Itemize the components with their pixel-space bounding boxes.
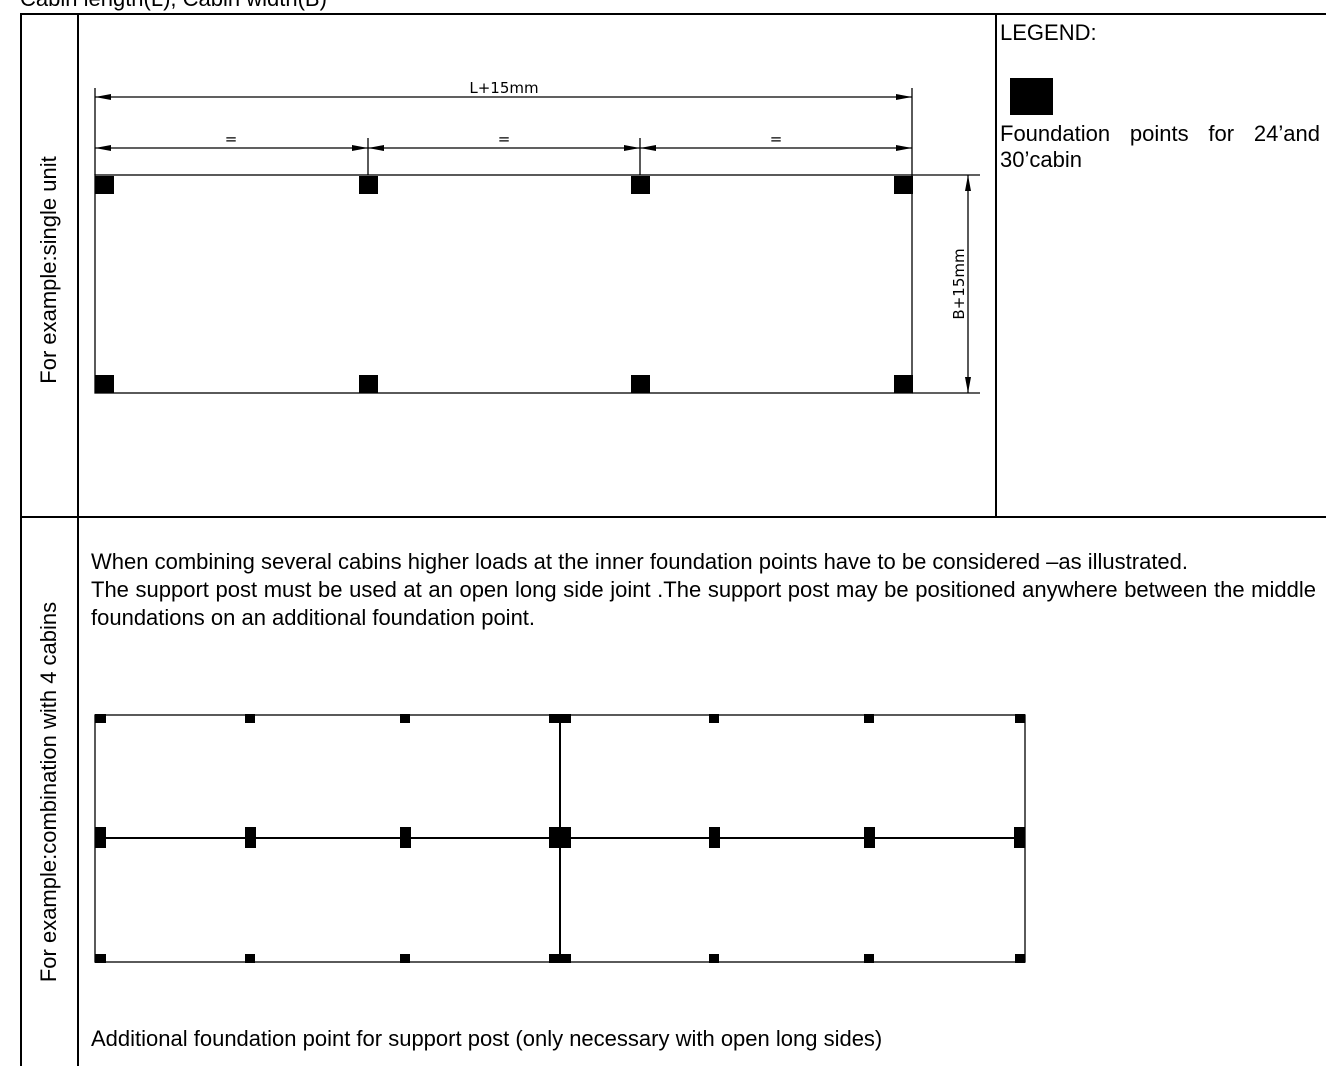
equal-mark: = xyxy=(770,130,783,148)
foundation-point xyxy=(894,375,913,393)
foundation-point xyxy=(1014,827,1025,848)
foundation-point xyxy=(864,827,875,848)
support-post-note: Additional foundation point for support … xyxy=(91,1026,883,1051)
foundation-point xyxy=(95,954,106,963)
foundation-point xyxy=(864,954,874,963)
foundation-point xyxy=(245,827,256,848)
foundation-point xyxy=(359,375,378,393)
foundation-point xyxy=(631,176,650,194)
width-dimension-label: B+15mm xyxy=(950,248,968,319)
foundation-point xyxy=(709,954,719,963)
foundation-point xyxy=(631,375,650,393)
foundation-point xyxy=(1015,954,1025,963)
foundation-point xyxy=(359,176,378,194)
description-paragraph-2: The support post must be used at an open… xyxy=(91,577,1316,630)
four-cabin-diagram xyxy=(94,714,1026,963)
label-column-divider xyxy=(77,13,79,1066)
combination-foundation-points xyxy=(95,714,1025,963)
foundation-point xyxy=(549,714,571,723)
foundation-point xyxy=(1015,714,1025,723)
foundation-point xyxy=(400,827,411,848)
description-paragraph-1: When combining several cabins higher loa… xyxy=(91,549,1189,574)
combination-description: When combining several cabins higher loa… xyxy=(91,548,1316,632)
foundation-points xyxy=(95,176,913,393)
equal-mark: = xyxy=(225,130,238,148)
foundation-point xyxy=(864,714,874,723)
foundation-point xyxy=(95,714,106,723)
foundation-point xyxy=(549,827,571,848)
foundation-point xyxy=(245,954,255,963)
table-left-border xyxy=(20,13,22,1066)
legend-title: LEGEND: xyxy=(1000,20,1097,45)
legend-item-text: Foundation points for 24’and 30’cabin xyxy=(1000,121,1320,172)
foundation-point xyxy=(95,375,114,393)
table-top-border xyxy=(20,13,1326,15)
table-row-divider xyxy=(20,516,1326,518)
foundation-point xyxy=(95,827,106,848)
diagram-caption: Cabin length(L), Cabin width(B) xyxy=(20,0,327,12)
single-unit-diagram: L+15mm = = = B+15mm xyxy=(94,79,980,394)
length-dimension-label: L+15mm xyxy=(469,79,538,97)
foundation-point xyxy=(549,954,571,963)
legend-foundation-point-symbol xyxy=(1010,78,1053,115)
foundation-point xyxy=(245,714,255,723)
foundation-point xyxy=(400,714,410,723)
foundation-point xyxy=(894,176,913,194)
foundation-point xyxy=(709,714,719,723)
legend-column-divider xyxy=(995,13,997,517)
foundation-point xyxy=(95,176,114,194)
equal-mark: = xyxy=(498,130,511,148)
cabin-outline xyxy=(94,174,913,394)
foundation-point xyxy=(400,954,410,963)
foundation-point xyxy=(709,827,720,848)
